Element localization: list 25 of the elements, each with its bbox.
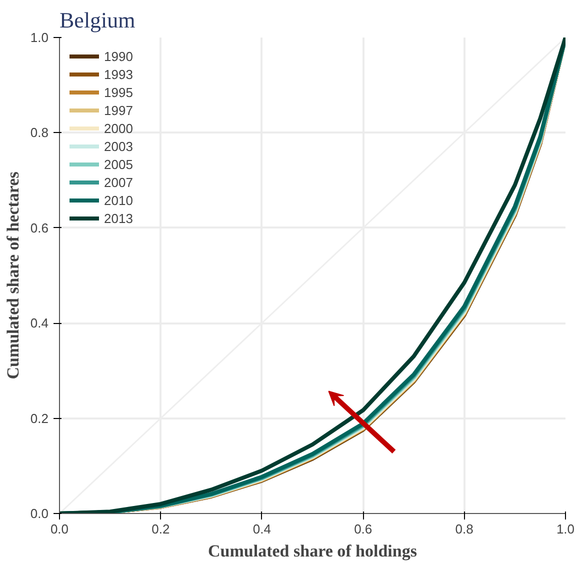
x-tick-label: 0.0	[50, 522, 69, 536]
legend-label: 1990	[104, 48, 133, 65]
x-tick-label: 0.8	[455, 522, 474, 536]
x-tick-label: 0.4	[252, 522, 271, 536]
y-axis-title: Cumulated share of hectares	[3, 171, 22, 380]
y-tick-label: 0.2	[30, 410, 49, 426]
legend-label: 2010	[104, 192, 133, 209]
legend-label: 2013	[104, 210, 133, 227]
legend-label: 1997	[104, 102, 133, 119]
x-axis-title: Cumulated share of holdings	[208, 542, 418, 560]
legend-label: 2003	[104, 138, 133, 155]
x-tick-label: 1.0	[556, 522, 575, 536]
x-tick-label: 0.6	[354, 522, 372, 536]
legend-label: 1993	[104, 66, 133, 83]
y-tick-label: 0.6	[30, 220, 49, 236]
legend-label: 2005	[104, 156, 133, 173]
legend-label: 2007	[104, 174, 133, 191]
x-tick-label: 0.2	[152, 522, 170, 536]
chart-title: Belgium	[60, 8, 136, 32]
y-tick-label: 1.0	[30, 30, 49, 45]
legend-label: 2000	[104, 120, 133, 137]
y-tick-label: 0.8	[30, 125, 49, 140]
y-tick-label: 0.4	[30, 316, 49, 331]
y-tick-label: 0.0	[30, 506, 49, 521]
legend-label: 1995	[104, 84, 133, 101]
